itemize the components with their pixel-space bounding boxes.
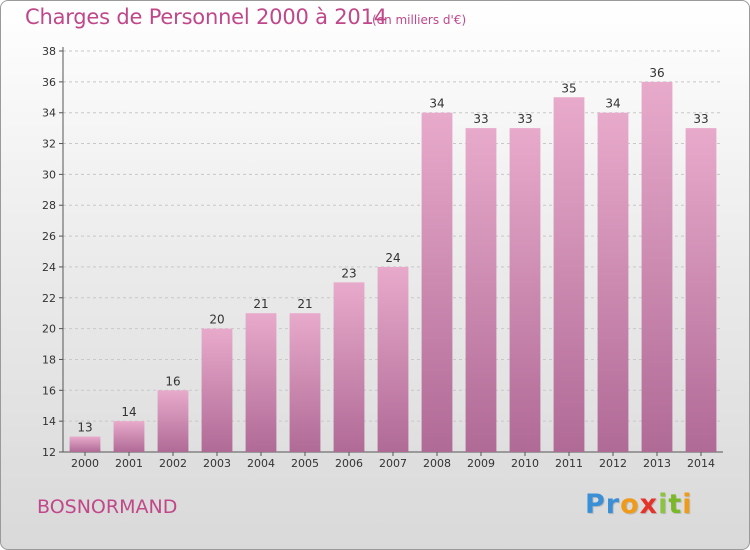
y-tick-label: 16 [42,384,56,397]
data-label: 21 [297,297,312,311]
data-label: 34 [605,97,620,111]
bar [641,81,673,452]
x-tick-label: 2003 [203,457,231,470]
proxiti-logo[interactable]: Proxiti [585,489,693,520]
y-tick-label: 34 [42,107,56,120]
bars [69,81,717,453]
x-tick-label: 2011 [555,457,583,470]
bar [289,313,321,452]
data-label: 36 [649,66,664,80]
x-tick-label: 2010 [511,457,539,470]
y-tick-label: 28 [42,199,56,212]
y-tick-label: 22 [42,292,56,305]
unit-note: (en milliers d'€) [372,13,467,27]
y-tick-label: 26 [42,230,56,243]
x-tick-label: 2004 [247,457,275,470]
data-label: 24 [385,251,400,265]
bar [377,266,409,452]
x-tick-label: 2013 [643,457,671,470]
bar [553,97,585,453]
data-label: 13 [77,421,92,435]
data-label: 33 [517,112,532,126]
bar [685,128,717,452]
y-tick-label: 30 [42,168,56,181]
bar [69,436,101,452]
y-tick-label: 36 [42,76,56,89]
bar [201,328,233,452]
data-label: 16 [165,374,180,388]
y-tick-label: 18 [42,353,56,366]
bar [113,421,145,452]
x-tick-label: 2014 [687,457,715,470]
bar [465,128,497,452]
bar [421,112,453,452]
bar [509,128,541,452]
y-tick-label: 12 [42,446,56,459]
data-label: 33 [693,112,708,126]
labels: 12 14 16 18 20 22 24 26 28 30 32 34 36 38 13 2000 14 2001… [42,45,715,470]
x-tick-label: 2005 [291,457,319,470]
x-tick-label: 2000 [71,457,99,470]
bar [333,282,365,452]
x-tick-label: 2001 [115,457,143,470]
x-tick-label: 2006 [335,457,363,470]
y-tick-label: 20 [42,323,56,336]
bar [157,390,189,452]
x-tick-label: 2009 [467,457,495,470]
data-label: 34 [429,97,444,111]
x-tick-label: 2012 [599,457,627,470]
x-tick-label: 2008 [423,457,451,470]
y-tick-label: 32 [42,138,56,151]
bar [597,112,629,452]
y-tick-label: 24 [42,261,56,274]
data-label: 33 [473,112,488,126]
bar [245,313,277,452]
x-tick-label: 2002 [159,457,187,470]
x-tick-label: 2007 [379,457,407,470]
commune-name: BOSNORMAND [37,496,178,518]
data-label: 14 [121,405,136,419]
data-label: 35 [561,81,576,95]
data-label: 23 [341,266,356,280]
data-label: 20 [209,313,224,327]
chart-title: Charges de Personnel 2000 à 2014 [25,5,387,29]
y-tick-label: 38 [42,45,56,58]
data-label: 21 [253,297,268,311]
y-tick-label: 14 [42,415,56,428]
